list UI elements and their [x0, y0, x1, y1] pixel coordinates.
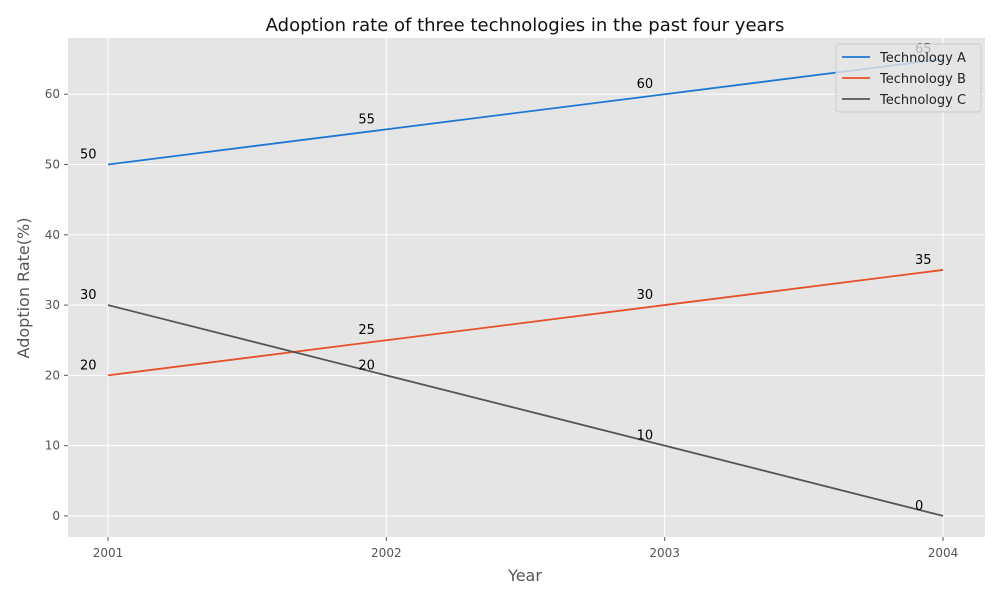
grid — [68, 38, 985, 537]
y-axis-label: Adoption Rate(%) — [14, 218, 33, 359]
data-label: 20 — [358, 358, 375, 373]
tick-labels: 2001 2002 2003 2004 0 10 20 30 40 50 60 — [45, 87, 959, 560]
y-tick-label: 40 — [45, 228, 60, 242]
y-tick-label: 0 — [52, 509, 60, 523]
series-line-3 — [107, 304, 944, 517]
data-label: 0 — [915, 499, 923, 514]
y-tick-label: 60 — [45, 87, 60, 101]
data-labels: 50556065202530353020100 — [80, 42, 932, 514]
y-tick-label: 20 — [45, 368, 60, 382]
data-label: 55 — [358, 112, 375, 127]
data-label: 30 — [80, 288, 97, 303]
data-label: 60 — [637, 77, 654, 92]
x-tick-label: 2001 — [93, 546, 124, 560]
data-label: 25 — [358, 323, 375, 338]
y-tick-label: 50 — [45, 158, 60, 172]
legend-label: Technology C — [879, 93, 966, 108]
x-tick-label: 2004 — [928, 546, 959, 560]
x-tick-label: 2002 — [371, 546, 402, 560]
series-line-2 — [107, 269, 944, 377]
series-line-1 — [107, 58, 944, 166]
legend-label: Technology A — [879, 51, 966, 66]
data-label: 30 — [637, 288, 654, 303]
x-axis-label: Year — [507, 566, 542, 585]
legend: Technology A Technology B Technology C — [835, 43, 982, 113]
chart-title: Adoption rate of three technologies in t… — [266, 15, 785, 36]
plot-background — [68, 38, 985, 537]
legend-label: Technology B — [879, 72, 966, 87]
data-label: 50 — [80, 148, 97, 163]
data-label: 10 — [637, 429, 654, 444]
data-label: 35 — [915, 253, 932, 268]
data-label: 20 — [80, 358, 97, 373]
y-tick-label: 10 — [45, 439, 60, 453]
legend-box — [835, 43, 982, 113]
x-tick-label: 2003 — [649, 546, 680, 560]
y-tick-label: 30 — [45, 298, 60, 312]
series-layer — [107, 58, 944, 517]
